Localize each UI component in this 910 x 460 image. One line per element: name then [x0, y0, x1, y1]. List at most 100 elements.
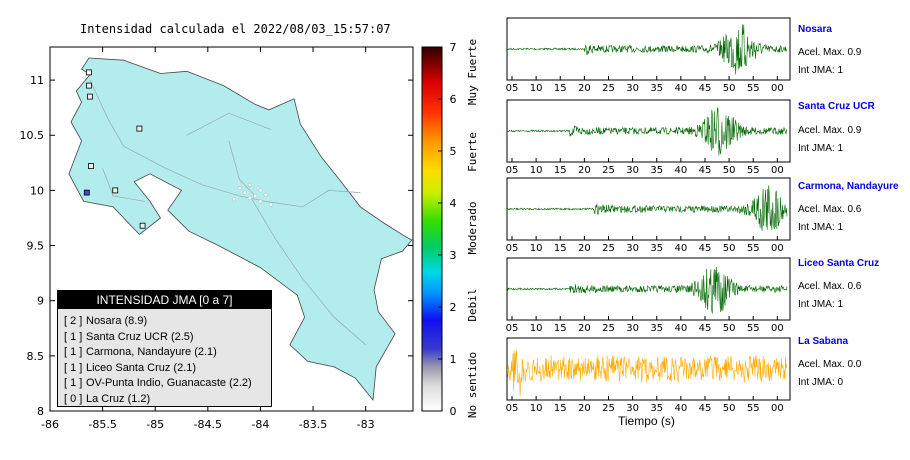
colorbar-category-label: Debil	[466, 288, 479, 321]
colorbar-tick-label: 3	[450, 249, 457, 262]
waveform-tick-label: 10	[530, 243, 543, 254]
colorbar-tick-label: 0	[450, 405, 457, 418]
acel-prefix: Acel. Max.	[798, 125, 845, 136]
waveform-tick-label: 45	[699, 403, 712, 414]
waveform-tick-label: 25	[602, 243, 615, 254]
x-tick-label: -83	[357, 418, 375, 431]
station-name: Nosara	[798, 24, 832, 35]
waveform-tick-label: 10	[530, 403, 543, 414]
waveform-tick-label: 50	[723, 243, 736, 254]
waveform-tick-label: 35	[650, 243, 663, 254]
acel-prefix: Acel. Max.	[798, 204, 845, 215]
int-value: 0	[837, 377, 844, 388]
waveform-tick-label: 45	[699, 165, 712, 176]
acel-value: 0.9	[847, 125, 862, 136]
waveform-tick-label: 20	[578, 243, 591, 254]
waveform-tick-label: 10	[530, 83, 543, 94]
y-tick-label: 10	[30, 184, 44, 197]
station-acel: Acel. Max. 0.6	[798, 281, 861, 292]
waveform-tick-label: 50	[723, 165, 736, 176]
legend-item-label: Carmona, Nandayure (2.1)	[86, 346, 217, 358]
waveform-tick-label: 40	[674, 243, 687, 254]
acel-prefix: Acel. Max.	[798, 359, 845, 370]
legend-item-label: Nosara (8.9)	[86, 315, 148, 327]
town-dot	[253, 193, 258, 198]
waveform-tick-label: 30	[626, 83, 639, 94]
colorbar-gradient	[421, 46, 443, 412]
waveform-trace	[507, 266, 788, 314]
waveform-tick-label: 30	[626, 323, 639, 334]
waveform-tick-label: 45	[699, 243, 712, 254]
x-tick-label: -84	[251, 418, 269, 431]
legend-item: [ 0 ] La Cruz (1.2)	[64, 392, 271, 408]
waveform-tick-label: 15	[554, 403, 567, 414]
int-prefix: Int JMA:	[798, 143, 835, 154]
station-name: Santa Cruz UCR	[798, 101, 875, 112]
town-dot	[247, 196, 252, 201]
x-tick-label: -83.5	[299, 418, 327, 431]
waveform-tick-label: 40	[674, 165, 687, 176]
waveform-tick-label: 05	[506, 403, 519, 414]
waveform-trace	[507, 185, 788, 231]
waveform-tick-label: 05	[506, 243, 519, 254]
legend-item-label: La Cruz (1.2)	[86, 392, 151, 405]
map-road	[249, 195, 366, 346]
town-dot	[263, 192, 268, 197]
acel-value: 0.6	[847, 281, 862, 292]
map-road	[228, 140, 256, 197]
x-tick-label: -86	[41, 418, 59, 431]
station-acel: Acel. Max. 0.0	[798, 359, 861, 370]
waveform-tick-label: 35	[650, 83, 663, 94]
acel-prefix: Acel. Max.	[798, 281, 845, 292]
waveform-tick-label: 45	[699, 83, 712, 94]
waveform-tick-label: 35	[650, 165, 663, 176]
legend-item-code: [ 2 ]	[64, 315, 83, 327]
waveform-tick-label: 40	[674, 323, 687, 334]
waveform-tick-label: 55	[747, 83, 760, 94]
legend-item-label: OV-Punta Indio, Guanacaste (2.2)	[86, 377, 252, 389]
waveform-trace	[507, 350, 788, 397]
waveform-tick-label: 15	[554, 243, 567, 254]
legend-title: INTENSIDAD JMA [0 a 7]	[58, 291, 271, 309]
colorbar-category-label: Muy Fuerte	[466, 39, 479, 105]
station-name: La Sabana	[798, 336, 849, 347]
waveform-tick-label: 35	[650, 403, 663, 414]
station-acel: Acel. Max. 0.6	[798, 204, 861, 215]
waveform-tick-label: 55	[747, 403, 760, 414]
y-tick-label: 8.5	[27, 350, 45, 363]
legend-item-code: [ 1 ]	[64, 346, 83, 358]
town-dot	[258, 188, 263, 193]
waveform-tick-label: 20	[578, 165, 591, 176]
y-tick-label: 10.5	[20, 129, 45, 142]
waveform-tick-label: 55	[747, 165, 760, 176]
y-tick-label: 8	[37, 405, 44, 418]
int-value: 1	[837, 143, 844, 154]
waveform-tick-label: 15	[554, 323, 567, 334]
waveform-tick-label: 50	[723, 323, 736, 334]
colorbar-tick-label: 1	[450, 353, 457, 366]
station-int: Int JMA: 1	[798, 65, 843, 76]
waveform-tick-label: 40	[674, 403, 687, 414]
legend-list: [ 2 ] Nosara (8.9) [ 1 ] Santa Cruz UCR (2…	[58, 309, 271, 407]
acel-prefix: Acel. Max.	[798, 47, 845, 58]
y-tick-label: 9	[37, 295, 44, 308]
waveform-tick-label: 30	[626, 165, 639, 176]
waveform-tick-label: 40	[674, 83, 687, 94]
colorbar-tick-label: 2	[450, 301, 457, 314]
waveform-tick-label: 35	[650, 323, 663, 334]
station-marker	[112, 187, 119, 194]
costa-rica-landmass	[68, 57, 413, 402]
waveform-tick-label: 30	[626, 403, 639, 414]
waveform-tick-label: 15	[554, 83, 567, 94]
legend-item-code: [ 1 ]	[64, 361, 83, 374]
waveform-tick-label: 20	[578, 323, 591, 334]
waveform-panel	[506, 337, 791, 401]
legend-item-label: Santa Cruz UCR (2.5)	[86, 330, 194, 343]
waveform-tick-label: 10	[530, 165, 543, 176]
station-name: Liceo Santa Cruz	[798, 258, 880, 269]
station-int: Int JMA: 1	[798, 143, 843, 154]
station-marker	[87, 93, 93, 100]
